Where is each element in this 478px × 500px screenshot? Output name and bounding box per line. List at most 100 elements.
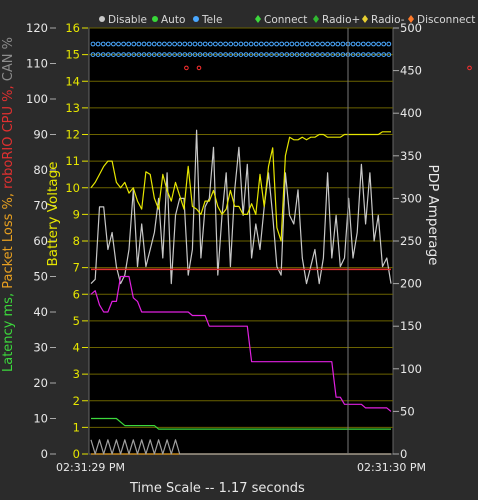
tele-marker: [192, 41, 198, 47]
series-line: [90, 275, 392, 412]
tele-marker: [335, 41, 341, 47]
tele-marker: [315, 52, 320, 57]
tele-marker: [116, 41, 121, 47]
tele-marker: [100, 41, 106, 47]
tele-marker: [223, 52, 229, 57]
battery-tick-label: 5: [73, 314, 80, 328]
series-line: [90, 129, 392, 285]
cpu-marker: [467, 65, 472, 71]
tele-marker: [264, 41, 269, 47]
left-tick-label: 40: [33, 305, 48, 319]
battery-tick-label: 4: [73, 341, 80, 355]
pdp-axis-title: PDP Amperage: [425, 165, 441, 266]
tele-marker: [269, 41, 274, 47]
battery-tick-label: 14: [65, 74, 80, 88]
pdp-tick-label: 400: [400, 106, 422, 120]
cpu-marker: [196, 65, 202, 71]
tele-marker: [350, 52, 356, 57]
tele-marker: [274, 41, 280, 47]
battery-tick-label: 8: [73, 234, 80, 248]
tele-marker: [187, 41, 193, 47]
cpu-marker: [184, 65, 189, 71]
tele-marker: [299, 41, 305, 47]
left-tick-label: 90: [33, 128, 48, 142]
tele-marker: [228, 52, 234, 57]
tele-marker: [126, 41, 132, 47]
tele-marker: [111, 52, 116, 57]
tele-marker: [156, 41, 162, 47]
tele-marker: [218, 41, 223, 47]
radio-minus-diamond-icon: [362, 15, 368, 23]
series-line: [90, 439, 391, 455]
battery-tick-label: 11: [65, 154, 80, 168]
tele-marker: [350, 41, 356, 47]
event-markers: [90, 41, 472, 71]
tele-marker: [207, 41, 213, 47]
tele-marker: [218, 52, 223, 57]
tele-marker: [100, 52, 106, 57]
tele-marker: [304, 52, 310, 57]
legend-radio-minus: Radio-: [371, 14, 405, 26]
auto-dot-icon: [152, 16, 158, 22]
x-end-label: 02:31:30 PM: [357, 461, 426, 474]
left-tick-label: 30: [33, 341, 48, 355]
tele-marker: [90, 52, 96, 57]
tele-dot-icon: [193, 16, 199, 22]
tele-marker: [309, 52, 315, 57]
tele-marker: [131, 52, 137, 57]
legend-disable: Disable: [108, 14, 147, 26]
left-tick-label: 60: [33, 234, 48, 248]
battery-tick-label: 3: [73, 367, 80, 381]
left-axis-ticks: 0 10 20 30 40 50 60 70 80 90 100 110 120: [26, 21, 56, 461]
battery-tick-label: 12: [65, 128, 80, 142]
tele-marker: [223, 41, 229, 47]
tele-marker: [360, 52, 366, 57]
pdp-tick-label: 150: [400, 319, 422, 333]
tele-marker: [131, 41, 137, 47]
tele-marker: [177, 41, 183, 47]
left-axis-title-part: CAN %: [1, 37, 16, 81]
left-tick-label: 110: [26, 57, 48, 71]
tele-marker: [330, 41, 336, 47]
tele-marker: [355, 41, 361, 47]
tele-marker: [294, 52, 300, 57]
tele-marker: [330, 52, 336, 57]
battery-tick-label: 6: [73, 287, 80, 301]
left-tick-label: 70: [33, 199, 48, 213]
tele-marker: [366, 52, 371, 57]
tele-marker: [156, 52, 162, 57]
tele-marker: [253, 41, 259, 47]
pdp-tick-label: 500: [400, 21, 422, 35]
tele-marker: [105, 52, 111, 57]
tele-marker: [146, 52, 152, 57]
tele-marker: [335, 52, 341, 57]
tele-marker: [320, 41, 325, 47]
tele-marker: [162, 41, 167, 47]
disconnect-diamond-icon: [408, 15, 414, 23]
left-tick-label: 0: [41, 447, 48, 461]
battery-tick-label: 13: [65, 101, 80, 115]
tele-marker: [167, 41, 172, 47]
battery-axis-title: Battery Voltage: [45, 162, 61, 267]
tele-marker: [207, 52, 213, 57]
left-tick-label: 20: [33, 376, 48, 390]
tele-marker: [284, 41, 290, 47]
tele-marker: [182, 41, 188, 47]
tele-marker: [95, 41, 101, 47]
battery-tick-label: 7: [73, 261, 80, 275]
left-tick-label: 100: [26, 92, 48, 106]
tele-marker: [187, 52, 193, 57]
legend-disconnect: Disconnect: [417, 14, 475, 26]
tele-marker: [136, 41, 142, 47]
tele-marker: [360, 41, 366, 47]
disable-dot-icon: [99, 16, 105, 22]
tele-marker: [264, 52, 269, 57]
pdp-axis-ticks: 0 50 100 150 200 250 300 350 400 450 500: [393, 21, 422, 461]
tele-marker: [233, 52, 239, 57]
pdp-tick-label: 50: [400, 404, 415, 418]
tele-marker: [121, 52, 126, 57]
tele-marker: [258, 41, 264, 47]
tele-marker: [105, 41, 111, 47]
tele-marker: [381, 52, 387, 57]
